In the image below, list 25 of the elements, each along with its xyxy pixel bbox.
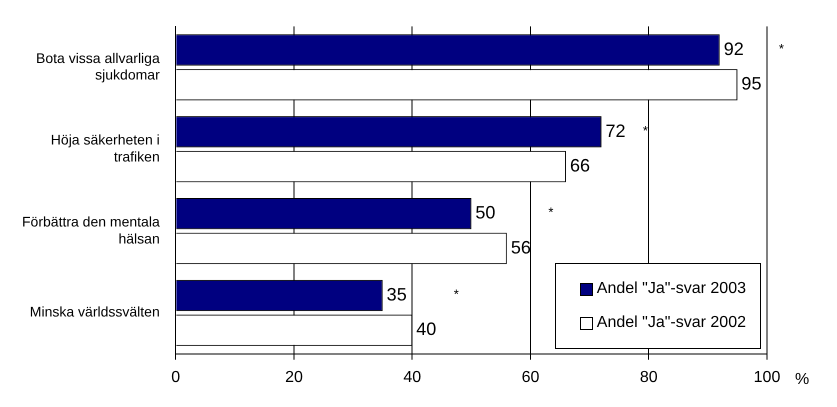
data-label: 40 bbox=[416, 319, 436, 340]
data-label: 50 bbox=[475, 202, 496, 223]
legend-label: Andel "Ja"-svar 2003 bbox=[596, 279, 746, 299]
legend-box: Andel "Ja"-svar 2003 Andel "Ja"-svar 2002 bbox=[554, 263, 761, 349]
annotation: * bbox=[642, 122, 648, 138]
data-label: 35 bbox=[386, 284, 407, 304]
x-axis-title: % bbox=[795, 371, 810, 388]
text: * bbox=[778, 40, 784, 56]
data-label: 66 bbox=[570, 156, 590, 176]
x-tick-label: 40 bbox=[403, 368, 422, 386]
x-tick-label: 0 bbox=[171, 368, 180, 386]
x-tick-label: 60 bbox=[522, 368, 540, 386]
data-label: 95 bbox=[741, 74, 762, 94]
x-tick-label: 80 bbox=[640, 368, 658, 386]
y-tick-label: Höja säkerheten i trafiken bbox=[50, 132, 160, 164]
x-tick-label: 100 bbox=[754, 368, 780, 386]
annotation: * bbox=[454, 286, 459, 302]
data-label: 92 bbox=[724, 38, 744, 59]
annotation: * bbox=[548, 204, 554, 220]
x-tick-label: 20 bbox=[285, 368, 303, 386]
data-label: 56 bbox=[510, 237, 531, 258]
data-label: 72 bbox=[605, 120, 626, 141]
y-tick-label: Förbättra den mentala hälsan bbox=[22, 213, 160, 246]
y-tick-label: Minska världssvälten bbox=[30, 304, 160, 320]
y-tick-label: Bota vissa allvarliga sjukdomar bbox=[36, 50, 160, 83]
